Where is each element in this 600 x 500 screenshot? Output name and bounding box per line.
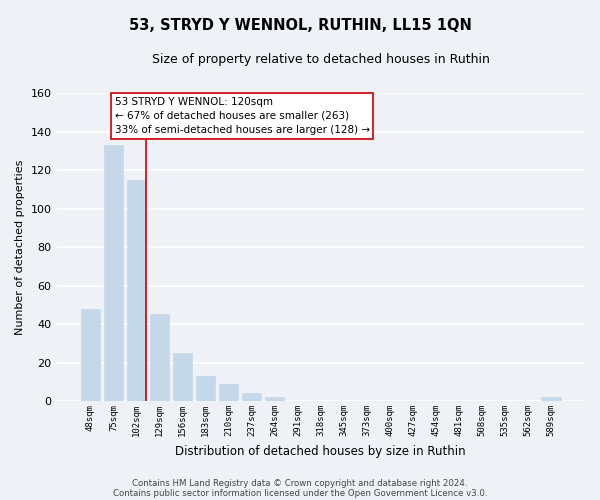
Text: Contains public sector information licensed under the Open Government Licence v3: Contains public sector information licen… — [113, 488, 487, 498]
X-axis label: Distribution of detached houses by size in Ruthin: Distribution of detached houses by size … — [175, 444, 466, 458]
Y-axis label: Number of detached properties: Number of detached properties — [15, 160, 25, 335]
Bar — [173, 353, 193, 401]
Text: 53 STRYD Y WENNOL: 120sqm
← 67% of detached houses are smaller (263)
33% of semi: 53 STRYD Y WENNOL: 120sqm ← 67% of detac… — [115, 97, 370, 135]
Bar — [104, 145, 123, 401]
Bar — [80, 308, 100, 401]
Bar — [149, 314, 169, 401]
Bar — [219, 384, 238, 401]
Bar — [196, 376, 215, 401]
Bar — [541, 398, 561, 401]
Text: Contains HM Land Registry data © Crown copyright and database right 2024.: Contains HM Land Registry data © Crown c… — [132, 478, 468, 488]
Bar — [242, 394, 262, 401]
Text: 53, STRYD Y WENNOL, RUTHIN, LL15 1QN: 53, STRYD Y WENNOL, RUTHIN, LL15 1QN — [128, 18, 472, 32]
Bar — [127, 180, 146, 401]
Title: Size of property relative to detached houses in Ruthin: Size of property relative to detached ho… — [152, 52, 490, 66]
Bar — [265, 398, 284, 401]
